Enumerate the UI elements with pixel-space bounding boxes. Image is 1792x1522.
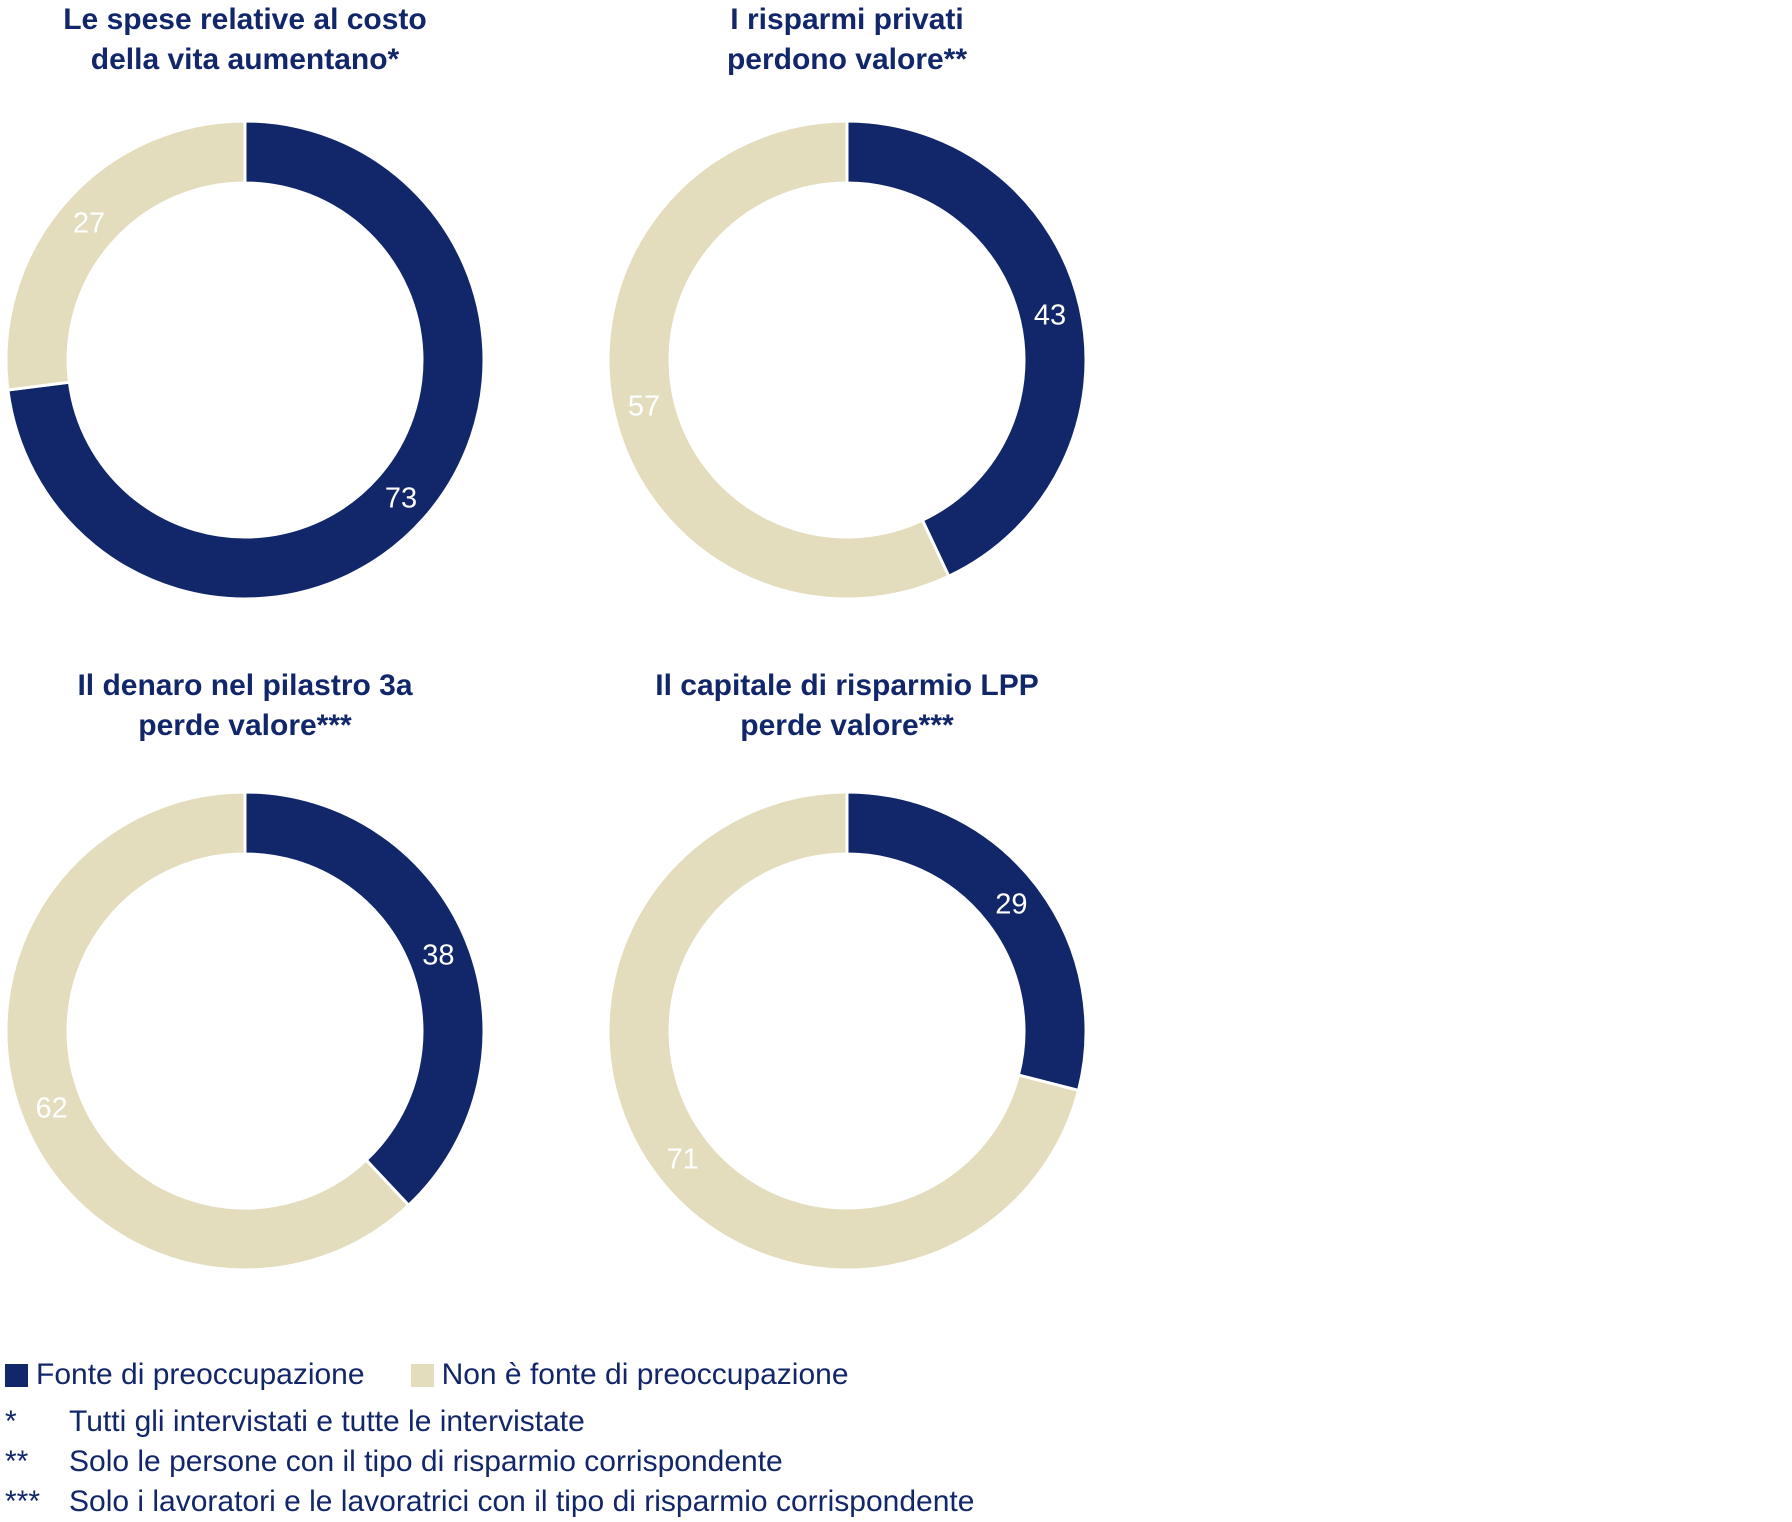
footnote-mark: ** [5, 1445, 29, 1478]
legend-label: Non è fonte di preoccupazione [441, 1358, 849, 1391]
donut-segment-no-concern [4, 790, 411, 1272]
title-line: perdono valore** [726, 43, 968, 76]
data-label: 27 [73, 207, 105, 239]
data-label: 29 [995, 889, 1027, 921]
footnote-text: Solo le persone con il tipo di risparmio… [69, 1445, 783, 1478]
footnote-mark: *** [5, 1485, 41, 1518]
data-label: 57 [628, 390, 660, 422]
footnote-mark: * [5, 1405, 17, 1438]
legend-swatch-no-concern [410, 1363, 434, 1387]
donut-segment-no-concern [606, 119, 951, 601]
footnote-text: Tutti gli intervistati e tutte le interv… [69, 1405, 585, 1438]
footnote-1: * Tutti gli intervistati e tutte le inter… [5, 1402, 585, 1442]
chart-title-4: Il capitale di risparmio LPP perde valore… [547, 666, 1147, 746]
title-line: Il denaro nel pilastro 3a [77, 669, 413, 702]
data-label: 62 [35, 1093, 67, 1125]
legend-item-concern: Fonte di preoccupazione [5, 1358, 365, 1392]
donut-segment-concern [6, 119, 486, 601]
chart-title-1: Le spese relative al costo della vita aum… [0, 0, 545, 80]
title-line: della vita aumentano* [90, 43, 400, 76]
donut-segment-concern [243, 790, 486, 1208]
legend: Fonte di preoccupazione Non è fonte di p… [5, 1358, 895, 1392]
chart-title-2: I risparmi privati perdono valore** [547, 0, 1147, 80]
footnote-2: ** Solo le persone con il tipo di risparm… [5, 1442, 783, 1482]
title-line: Le spese relative al costo [63, 3, 427, 36]
chart-title-3: Il denaro nel pilastro 3a perde valore*** [0, 666, 545, 746]
data-label: 73 [385, 483, 417, 515]
donut-segment-no-concern [606, 790, 1081, 1272]
data-label: 43 [1034, 300, 1066, 332]
footnote-text: Solo i lavoratori e le lavoratrici con i… [69, 1485, 975, 1518]
title-line: perde valore*** [138, 709, 352, 742]
data-label: 71 [667, 1143, 699, 1175]
legend-item-no-concern: Non è fonte di preoccupazione [410, 1358, 849, 1392]
title-line: perde valore*** [740, 709, 954, 742]
footnote-3: *** Solo i lavoratori e le lavoratrici co… [5, 1482, 974, 1522]
data-label: 38 [422, 939, 454, 971]
donut-segment-no-concern [4, 119, 247, 392]
title-line: I risparmi privati [730, 3, 964, 36]
donut-segment-concern [845, 119, 1088, 579]
title-line: Il capitale di risparmio LPP [655, 669, 1039, 702]
legend-label: Fonte di preoccupazione [36, 1358, 365, 1391]
legend-swatch-concern [5, 1363, 28, 1387]
donut-segment-concern [845, 790, 1088, 1093]
